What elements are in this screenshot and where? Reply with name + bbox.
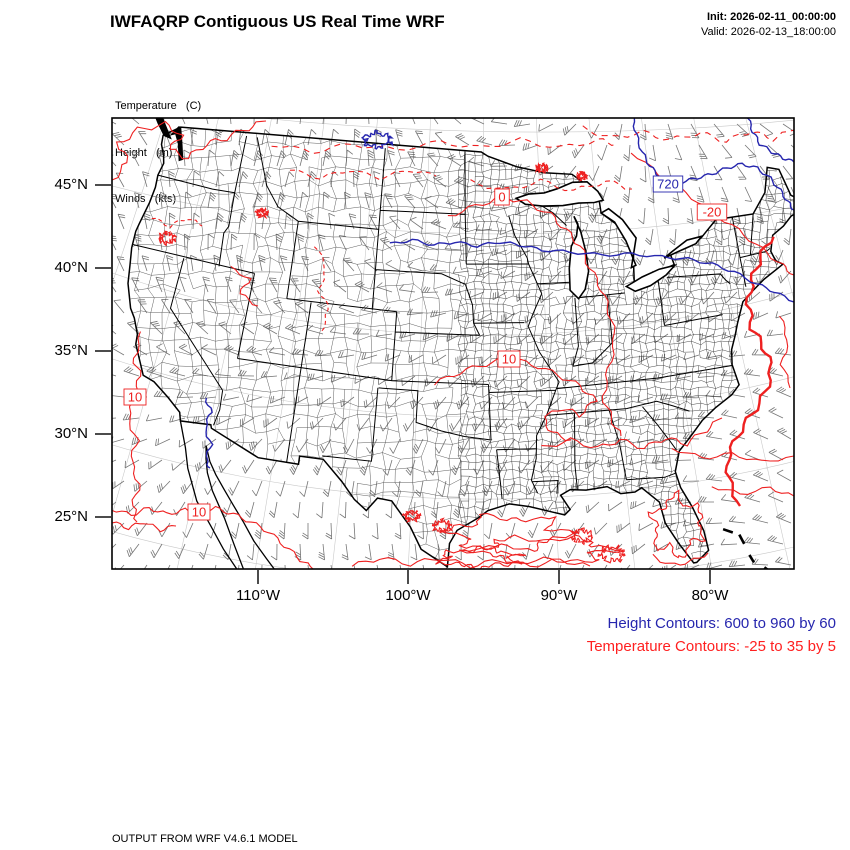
legend-row-winds: Winds (kts) [115, 193, 177, 205]
lon-tick-label: 80°W [691, 587, 729, 604]
height-contour-caption: Height Contours: 600 to 960 by 60 [607, 615, 837, 632]
valid-time-label: Valid: 2026-02-13_18:00:00 [701, 26, 836, 38]
variable-legend: Temperature (C) Height (m) Winds (kts) [115, 68, 201, 239]
contour-label: 10 [187, 503, 211, 521]
contour-label: -20 [696, 203, 728, 221]
temperature-contour-caption: Temperature Contours: -25 to 35 by 5 [586, 638, 836, 655]
lon-tick-label: 90°W [540, 587, 578, 604]
svg-text:10: 10 [192, 505, 206, 520]
svg-text:-20: -20 [703, 205, 722, 220]
contour-label: 720 [652, 175, 684, 193]
legend-row-temperature: Temperature (C) [115, 100, 202, 112]
lon-tick-label: 110°W [235, 587, 281, 604]
model-info-footer: OUTPUT FROM WRF V4.6.1 MODEL WE = 580 ; … [112, 806, 545, 850]
lat-tick-label: 45°N [54, 176, 88, 193]
contour-label: 10 [497, 350, 521, 368]
svg-text:720: 720 [657, 177, 679, 192]
lat-tick-label: 40°N [54, 259, 88, 276]
lat-tick-label: 25°N [54, 508, 88, 525]
lon-tick-label: 100°W [385, 587, 431, 604]
svg-text:0: 0 [498, 190, 505, 205]
lat-tick-label: 30°N [54, 425, 88, 442]
footer-line-1: OUTPUT FROM WRF V4.6.1 MODEL [112, 833, 298, 845]
page-title: IWFAQRP Contiguous US Real Time WRF [110, 12, 445, 31]
lat-tick-label: 35°N [54, 342, 88, 359]
contour-label: 10 [123, 388, 147, 406]
svg-text:10: 10 [128, 390, 142, 405]
init-time-label: Init: 2026-02-11_00:00:00 [706, 11, 836, 23]
contour-label: 0 [494, 188, 510, 206]
svg-text:10: 10 [502, 352, 516, 367]
